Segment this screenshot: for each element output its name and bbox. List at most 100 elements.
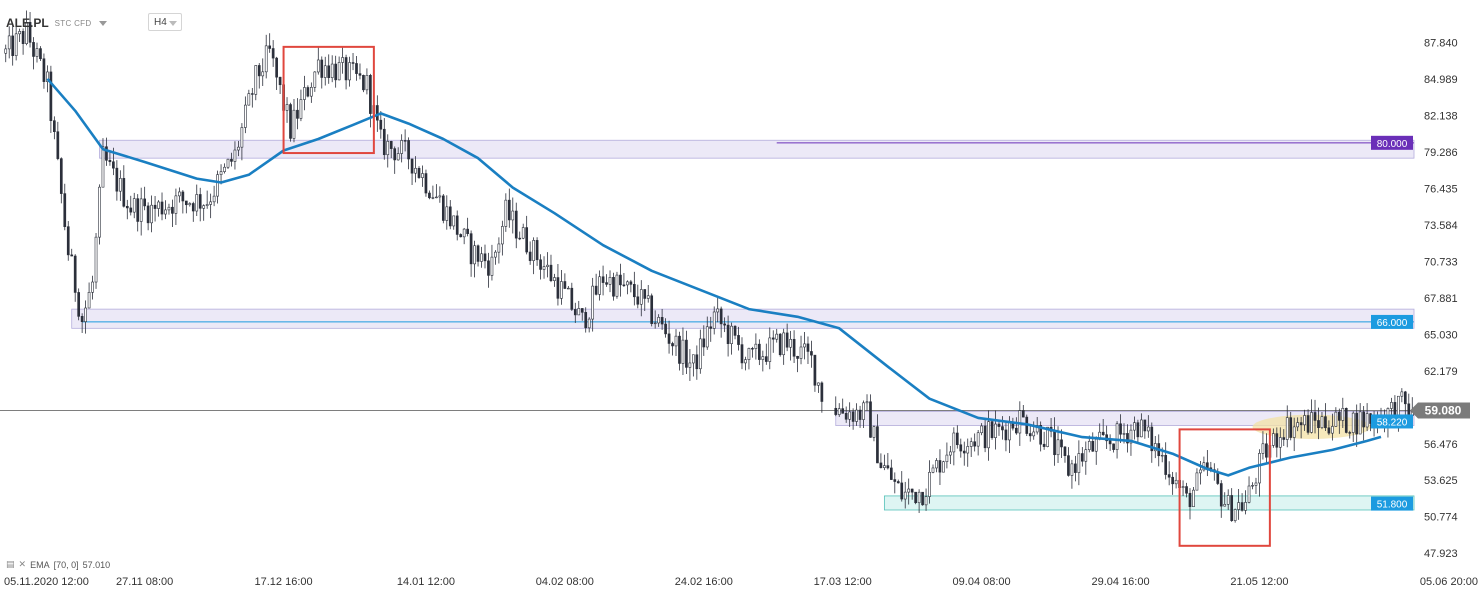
candle-body — [362, 75, 365, 91]
candle-body — [73, 255, 77, 293]
candle-body — [959, 444, 963, 452]
candle-body — [261, 71, 265, 77]
candle-body — [369, 75, 372, 114]
candle-body — [1021, 410, 1025, 418]
candle-body — [935, 460, 938, 469]
symbol-name: ALE.PL — [6, 16, 49, 30]
symbol-dropdown-icon[interactable] — [99, 20, 108, 26]
x-tick-label: 05.11.2020 12:00 — [4, 576, 89, 588]
candle-body — [657, 317, 660, 324]
candle-body — [494, 251, 497, 258]
candle-body — [285, 104, 289, 111]
candle-body — [608, 276, 612, 285]
candle-body — [223, 166, 226, 172]
candle-body — [553, 277, 556, 281]
candle-body — [987, 421, 990, 449]
candle-body — [865, 401, 869, 404]
candle-body — [969, 441, 973, 447]
candle-body — [466, 228, 469, 234]
candle-body — [810, 351, 813, 356]
candle-body — [181, 191, 185, 202]
candle-body — [584, 312, 588, 329]
candle-body — [1355, 412, 1359, 435]
candle-body — [973, 441, 977, 447]
candle-body — [761, 356, 765, 360]
candle-body — [205, 204, 209, 206]
candle-body — [132, 198, 136, 213]
timeframe-select[interactable]: H4 — [148, 13, 182, 31]
candle-body — [1226, 495, 1230, 505]
candle-body — [216, 174, 219, 197]
candle-body — [1042, 443, 1046, 447]
candle-body — [1053, 431, 1056, 456]
candle-body — [292, 109, 296, 139]
candle-body — [900, 482, 904, 500]
candle-body — [184, 200, 188, 206]
candle-body — [594, 285, 598, 295]
candle-body — [441, 195, 445, 221]
candle-body — [893, 479, 897, 482]
candle-body — [1046, 426, 1049, 447]
candle-body — [1195, 472, 1199, 491]
candle-body — [511, 210, 515, 221]
candle-body — [428, 192, 431, 199]
candle-body — [546, 264, 549, 267]
candle-body — [1306, 415, 1310, 433]
candle-body — [323, 65, 327, 78]
candle-body — [240, 127, 244, 148]
indicator-name: EMA — [30, 559, 50, 570]
candle-body — [212, 195, 216, 203]
candle-body — [375, 105, 379, 121]
candle-body — [1167, 474, 1171, 478]
candle-body — [626, 281, 629, 286]
candle-body — [869, 401, 872, 438]
candle-body — [1028, 433, 1032, 437]
candle-body — [636, 296, 640, 305]
candle-body — [1219, 483, 1223, 507]
y-tick-label: 87.840 — [1424, 38, 1458, 50]
candle-body — [150, 204, 153, 224]
candle-body — [1334, 411, 1338, 427]
candle-body — [473, 245, 476, 265]
candle-body — [834, 407, 838, 415]
candle-body — [643, 289, 647, 299]
candle-body — [139, 198, 143, 222]
candle-body — [883, 465, 886, 469]
candle-body — [1091, 441, 1095, 452]
level-label-bg — [1371, 314, 1413, 329]
candle-body — [316, 59, 320, 73]
candle-body — [726, 324, 730, 344]
candle-body — [563, 281, 567, 289]
close-icon[interactable]: ✕ — [18, 559, 27, 569]
candle-body — [1341, 408, 1345, 421]
candle-body — [1320, 416, 1324, 428]
candle-body — [11, 35, 15, 56]
candle-body — [1390, 402, 1393, 409]
candle-body — [1074, 463, 1077, 473]
candle-body — [1039, 425, 1043, 445]
candle-body — [719, 308, 723, 325]
candle-body — [1119, 423, 1122, 435]
candle-body — [698, 338, 702, 370]
candle-body — [1265, 443, 1268, 458]
candle-body — [1278, 437, 1282, 448]
candle-body — [650, 295, 654, 324]
candle-body — [1115, 423, 1119, 450]
candle-body — [1108, 440, 1112, 445]
candle-body — [1160, 454, 1164, 457]
indicator-settings-icon[interactable]: ▤ — [6, 559, 15, 569]
candle-body — [598, 276, 601, 295]
candle-body — [1070, 463, 1074, 476]
candle-body — [1400, 391, 1404, 397]
candle-body — [813, 354, 817, 386]
candle-body — [1188, 492, 1192, 507]
candle-body — [1310, 412, 1313, 433]
candle-body — [344, 57, 348, 81]
candle-body — [1112, 443, 1115, 450]
candle-body — [705, 326, 709, 348]
indicator-params: [70, 0] — [53, 559, 79, 570]
candle-body — [848, 411, 851, 420]
candle-body — [1174, 479, 1178, 485]
candle-body — [125, 205, 129, 209]
